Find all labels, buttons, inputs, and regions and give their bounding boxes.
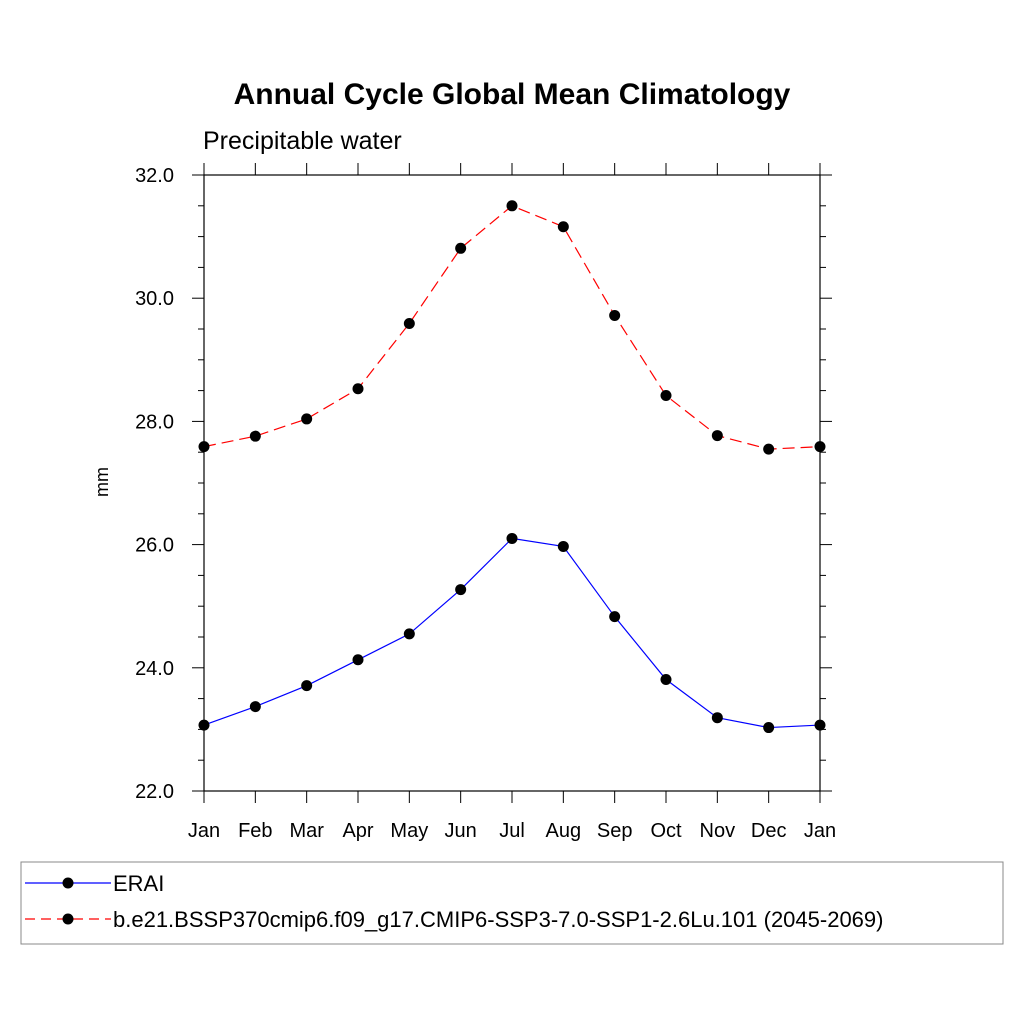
legend-item-erai: ERAI [25, 871, 164, 896]
data-point-series-0 [352, 654, 364, 666]
y-tick-label: 28.0 [135, 411, 174, 433]
y-tick-label: 24.0 [135, 658, 174, 680]
legend-box [20, 861, 1004, 945]
chart-subtitle: Precipitable water [203, 127, 402, 155]
x-tick-label: Mar [289, 820, 324, 842]
x-tick-label: Oct [650, 820, 682, 842]
data-point-series-0 [249, 701, 261, 713]
legend-label-erai: ERAI [113, 871, 164, 896]
data-point-series-1 [711, 430, 723, 442]
data-point-series-0 [198, 719, 210, 731]
x-axis: Jan Feb Mar Apr May Jun Jul Aug Sep Oct Nov Dec Jan [188, 163, 836, 842]
legend-label-model: b.e21.BSSP370cmip6.f09_g17.CMIP6-SSP3-7.… [113, 907, 883, 932]
data-point-series-1 [403, 317, 415, 329]
data-point-series-0 [763, 722, 775, 734]
y-tick-label: 32.0 [135, 165, 174, 187]
data-point-series-0 [711, 712, 723, 724]
x-tick-label: Dec [751, 820, 787, 842]
x-tick-label: Aug [546, 820, 582, 842]
data-point-series-1 [198, 441, 210, 453]
data-point-series-1 [455, 242, 467, 254]
data-point-series-0 [455, 584, 467, 596]
legend-marker-model [62, 913, 74, 925]
y-axis: 22.0 24.0 26.0 28.0 30.0 32.0 [135, 165, 832, 803]
plot-frame [203, 174, 821, 792]
data-point-series-0 [609, 611, 621, 623]
data-point-series-1 [557, 221, 569, 233]
data-point-series-0 [506, 532, 518, 544]
data-point-series-0 [557, 540, 569, 552]
data-point-series-0 [814, 719, 826, 731]
x-tick-label: Sep [597, 820, 633, 842]
y-axis-label: mm [92, 467, 112, 497]
y-tick-label: 22.0 [135, 781, 174, 803]
data-point-series-1 [660, 390, 672, 402]
chart-title: Annual Cycle Global Mean Climatology [234, 78, 791, 111]
y-tick-label: 26.0 [135, 535, 174, 557]
data-point-series-1 [763, 443, 775, 455]
data-point-series-1 [249, 430, 261, 442]
x-tick-label: May [390, 820, 428, 842]
data-point-series-1 [609, 309, 621, 321]
data-point-series-1 [814, 441, 826, 453]
data-point-series-1 [352, 383, 364, 395]
series-line-1 [203, 205, 821, 450]
x-tick-label: Apr [342, 820, 373, 842]
x-tick-label: Jan [804, 820, 836, 842]
x-tick-label: Jun [445, 820, 477, 842]
x-tick-label: Nov [700, 820, 736, 842]
data-point-series-0 [403, 628, 415, 640]
data-point-series-1 [506, 200, 518, 212]
legend-marker-erai [62, 877, 74, 889]
x-tick-label: Feb [238, 820, 272, 842]
data-point-series-1 [301, 413, 313, 425]
series-layer [198, 200, 826, 734]
y-tick-label: 30.0 [135, 288, 174, 310]
legend-item-model: b.e21.BSSP370cmip6.f09_g17.CMIP6-SSP3-7.… [25, 907, 883, 932]
x-tick-label: Jan [188, 820, 220, 842]
series-line-0 [203, 537, 821, 729]
x-tick-label: Jul [499, 820, 525, 842]
data-point-series-0 [301, 680, 313, 692]
data-point-series-0 [660, 674, 672, 686]
